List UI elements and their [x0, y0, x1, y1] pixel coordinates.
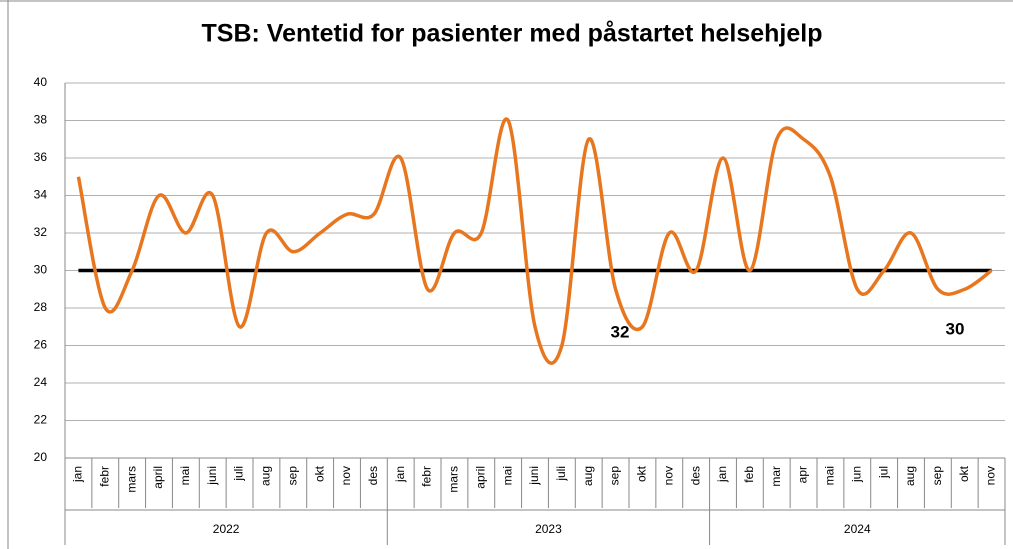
y-tick-label: 36	[34, 150, 48, 164]
x-tick-label: okt	[312, 465, 326, 482]
x-tick-label: des	[366, 466, 380, 485]
y-tick-label: 32	[34, 225, 48, 239]
x-tick-label: jan	[393, 466, 407, 483]
x-tick-label: mai	[178, 466, 192, 485]
x-tick-label: mars	[124, 466, 138, 493]
y-tick-label: 24	[34, 375, 48, 389]
y-tick-label: 20	[34, 450, 48, 464]
x-tick-label: juni	[205, 466, 219, 486]
x-tick-label: sep	[930, 466, 944, 486]
x-tick-label: okt	[957, 465, 971, 482]
group-label: 2023	[535, 522, 562, 536]
x-tick-label: mai	[500, 466, 514, 485]
y-tick-label: 22	[34, 413, 48, 427]
x-tick-label: april	[151, 466, 165, 489]
x-tick-label: nov	[661, 466, 675, 485]
y-tick-label: 30	[34, 263, 48, 277]
x-tick-label: apr	[796, 466, 810, 483]
y-tick-label: 28	[34, 300, 48, 314]
x-tick-label: mars	[447, 466, 461, 493]
x-tick-label: jun	[849, 466, 863, 483]
x-tick-label: des	[688, 466, 702, 485]
x-tick-label: jan	[715, 466, 729, 483]
x-tick-label: mar	[769, 466, 783, 487]
x-tick-label: febr	[420, 466, 434, 487]
x-tick-label: nov	[984, 466, 998, 485]
x-tick-label: sep	[608, 466, 622, 486]
y-tick-label: 26	[34, 338, 48, 352]
x-tick-label: juli	[232, 466, 246, 482]
x-tick-label: okt	[635, 465, 649, 482]
x-tick-label: nov	[339, 466, 353, 485]
x-tick-label: feb	[742, 466, 756, 483]
group-label: 2022	[213, 522, 240, 536]
group-label: 2024	[844, 522, 871, 536]
x-tick-label: mai	[823, 466, 837, 485]
x-tick-label: jan	[71, 466, 85, 483]
x-tick-label: aug	[259, 466, 273, 486]
y-tick-label: 34	[34, 188, 48, 202]
x-tick-label: aug	[581, 466, 595, 486]
x-tick-label: febr	[97, 466, 111, 487]
chart-title: TSB: Ventetid for pasienter med påstarte…	[202, 20, 823, 48]
y-tick-label: 38	[34, 113, 48, 127]
x-tick-label: jul	[876, 466, 890, 479]
annotation: 32	[611, 322, 630, 341]
annotation: 30	[946, 319, 965, 338]
x-tick-label: juni	[527, 466, 541, 486]
y-tick-label: 40	[34, 75, 48, 89]
x-tick-label: sep	[285, 466, 299, 486]
x-tick-label: aug	[903, 466, 917, 486]
data-line	[76, 117, 993, 365]
x-tick-label: april	[473, 466, 487, 489]
x-tick-label: juli	[554, 466, 568, 482]
